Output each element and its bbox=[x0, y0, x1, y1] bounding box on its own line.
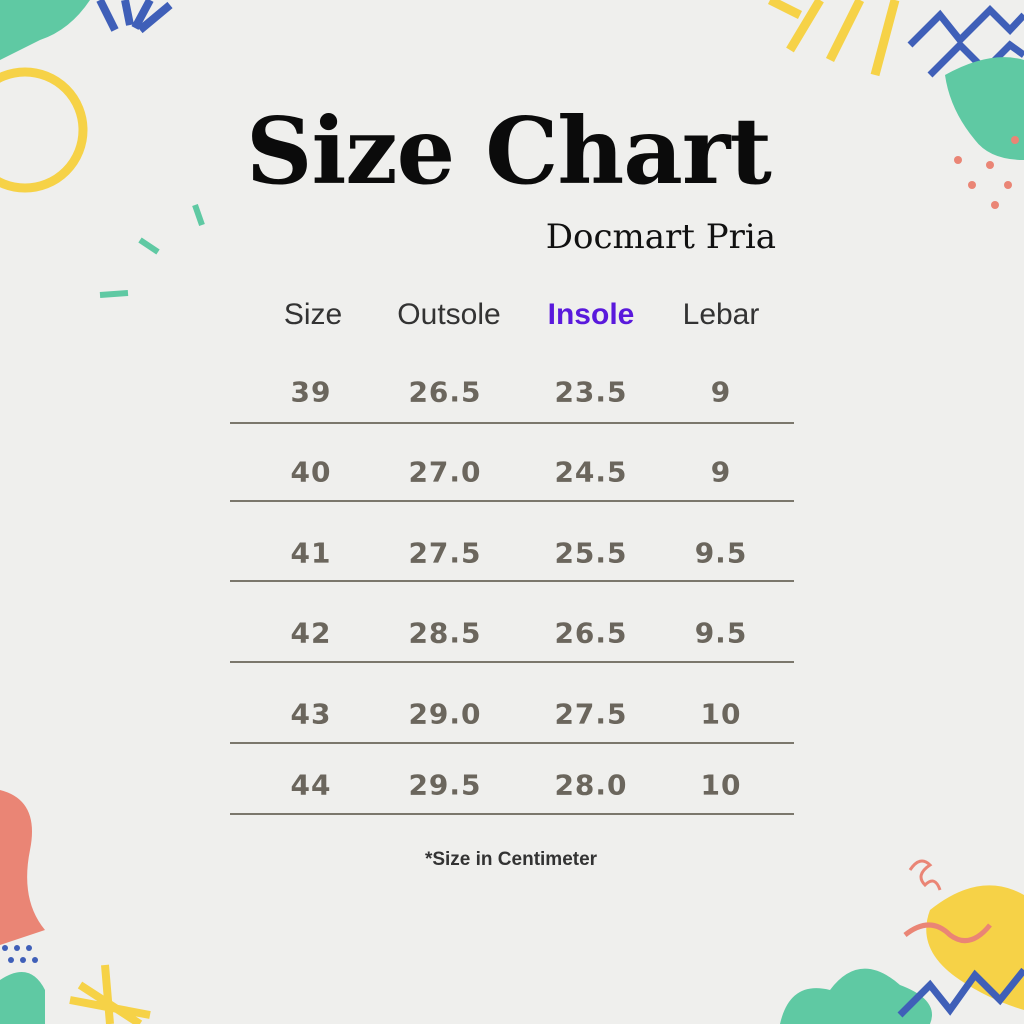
table-cell: 23.5 bbox=[554, 375, 628, 409]
table-cell: 9.5 bbox=[694, 536, 748, 570]
table-cell: 10 bbox=[700, 768, 742, 802]
header-size: Size bbox=[283, 298, 343, 331]
table-cell: 10 bbox=[700, 697, 742, 731]
table-cell: 41 bbox=[290, 536, 332, 570]
header-lebar: Lebar bbox=[682, 298, 760, 331]
page-subtitle: Docmart Pria bbox=[545, 217, 776, 257]
table-cell: 29.5 bbox=[408, 768, 482, 802]
table-cell: 9.5 bbox=[694, 616, 748, 650]
bottom-left-decoration bbox=[0, 790, 151, 1024]
table-cell: 27.0 bbox=[408, 455, 482, 489]
row-divider bbox=[230, 500, 794, 502]
table-cell: 39 bbox=[290, 375, 332, 409]
table-cell: 43 bbox=[290, 697, 332, 731]
table-cell: 24.5 bbox=[554, 455, 628, 489]
row-divider bbox=[230, 742, 794, 744]
row-divider bbox=[230, 422, 794, 424]
bottom-right-decoration bbox=[780, 859, 1024, 1024]
row-divider bbox=[230, 813, 794, 815]
header-outsole: Outsole bbox=[397, 298, 501, 331]
row-divider bbox=[230, 661, 794, 663]
table-cell: 26.5 bbox=[554, 616, 628, 650]
table-cell: 25.5 bbox=[554, 536, 628, 570]
header-insole: Insole bbox=[547, 298, 635, 331]
table-cell: 28.5 bbox=[408, 616, 482, 650]
table-cell: 28.0 bbox=[554, 768, 628, 802]
footnote: *Size in Centimeter bbox=[424, 849, 598, 870]
table-cell: 40 bbox=[290, 455, 332, 489]
table-cell: 44 bbox=[290, 768, 332, 802]
table-cell: 29.0 bbox=[408, 697, 482, 731]
table-cell: 42 bbox=[290, 616, 332, 650]
table-cell: 27.5 bbox=[554, 697, 628, 731]
table-cell: 9 bbox=[710, 375, 732, 409]
top-right-decoration bbox=[767, 0, 1024, 209]
table-cell: 26.5 bbox=[408, 375, 482, 409]
top-left-decoration bbox=[0, 0, 205, 298]
page-title: Size Chart bbox=[246, 97, 772, 205]
row-divider bbox=[230, 580, 794, 582]
table-cell: 27.5 bbox=[408, 536, 482, 570]
table-cell: 9 bbox=[710, 455, 732, 489]
